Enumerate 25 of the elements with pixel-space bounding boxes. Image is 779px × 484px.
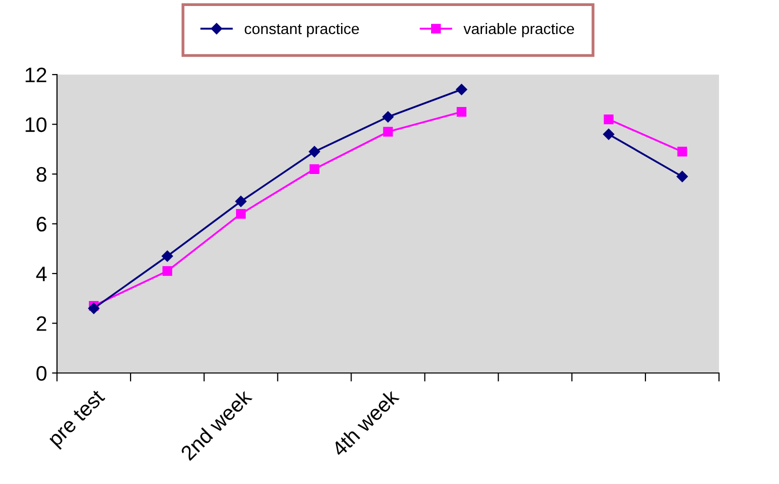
point	[235, 196, 246, 208]
point	[677, 146, 688, 157]
point	[604, 114, 614, 124]
point	[456, 107, 466, 117]
point	[676, 170, 688, 182]
point	[162, 250, 173, 262]
point	[236, 208, 246, 219]
point	[603, 128, 614, 140]
point	[382, 111, 394, 122]
y-tick-label: 12	[26, 68, 46, 82]
y-tick-label: 6	[36, 216, 46, 232]
point	[308, 146, 320, 158]
point	[310, 164, 320, 174]
legend-label: constant practice	[244, 22, 359, 38]
point	[456, 84, 468, 96]
y-tick-label: 10	[26, 117, 46, 132]
y-tick-label: 8	[36, 167, 46, 182]
point	[383, 126, 393, 137]
y-tick-label: 0	[36, 366, 46, 381]
point	[88, 302, 100, 314]
y-tick-label: 2	[36, 316, 46, 331]
x-tick-label: pre test	[48, 389, 108, 450]
legend-label: variable practice	[464, 22, 574, 38]
point	[162, 266, 172, 276]
y-tick-label: 4	[36, 266, 47, 282]
